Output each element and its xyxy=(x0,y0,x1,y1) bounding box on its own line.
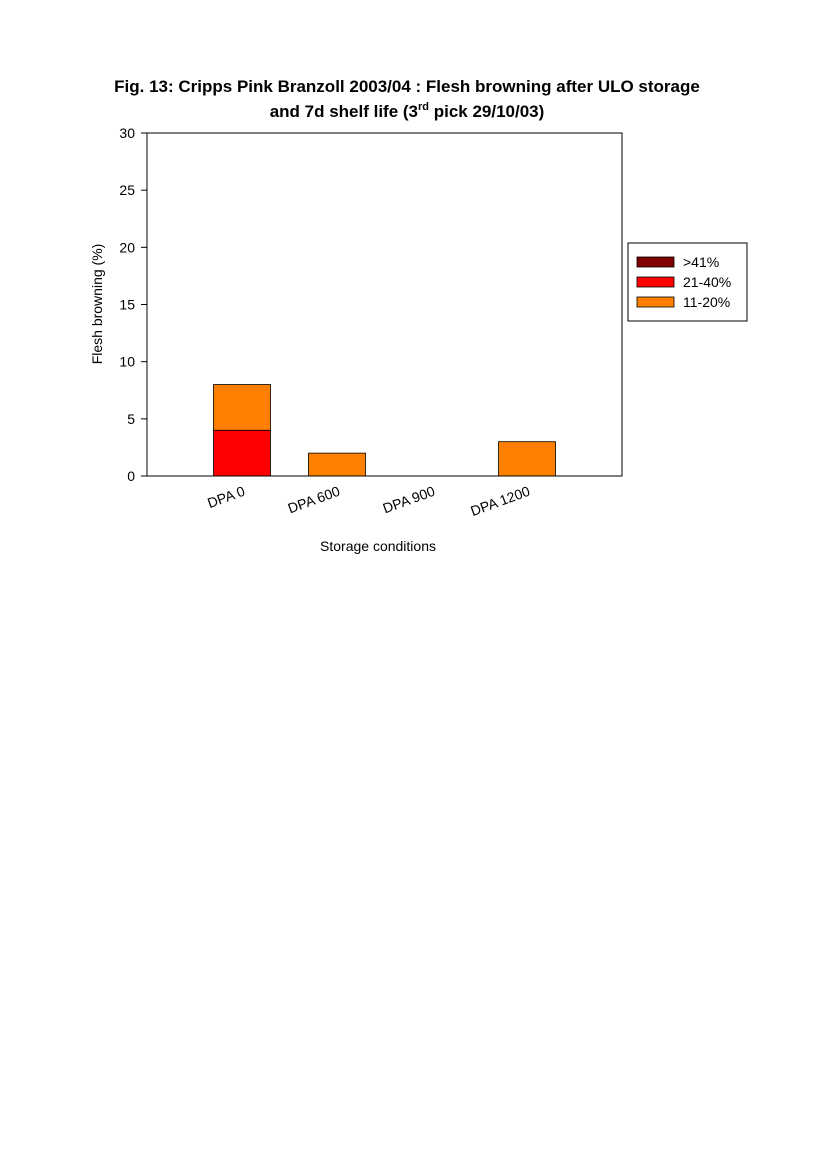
bar-segment xyxy=(308,452,366,477)
plot-frame xyxy=(146,132,623,477)
y-tick-label: 30 xyxy=(119,125,135,141)
legend-swatch xyxy=(636,256,675,268)
x-tick-label: DPA 0 xyxy=(205,483,247,511)
legend-swatch xyxy=(636,296,675,308)
title-superscript: rd xyxy=(418,101,429,113)
bar-segment xyxy=(498,441,556,477)
legend-label: 21-40% xyxy=(683,274,731,290)
chart-title: Fig. 13: Cripps Pink Branzoll 2003/04 : … xyxy=(114,77,700,96)
x-axis-label: Storage conditions xyxy=(320,538,436,554)
y-tick-label: 25 xyxy=(119,182,135,198)
bar-segment xyxy=(213,384,271,431)
chart-title: and 7d shelf life (3rd pick 29/10/03) xyxy=(270,101,545,121)
title-part: pick 29/10/03) xyxy=(429,102,544,121)
legend-label: 11-20% xyxy=(683,294,730,310)
title-part: and 7d shelf life (3 xyxy=(270,102,418,121)
bar-segment xyxy=(213,429,271,477)
x-tick-label: DPA 900 xyxy=(381,483,438,517)
legend-swatch xyxy=(636,276,675,288)
y-axis-label: Flesh browning (%) xyxy=(89,244,105,365)
y-tick-label: 5 xyxy=(127,411,135,427)
y-tick-label: 0 xyxy=(127,468,135,484)
y-tick-label: 20 xyxy=(119,239,135,255)
x-tick-label: DPA 600 xyxy=(286,483,343,517)
x-tick-label: DPA 1200 xyxy=(468,483,532,519)
legend-label: >41% xyxy=(683,254,719,270)
y-tick-label: 10 xyxy=(119,354,135,370)
y-tick-label: 15 xyxy=(119,297,135,313)
